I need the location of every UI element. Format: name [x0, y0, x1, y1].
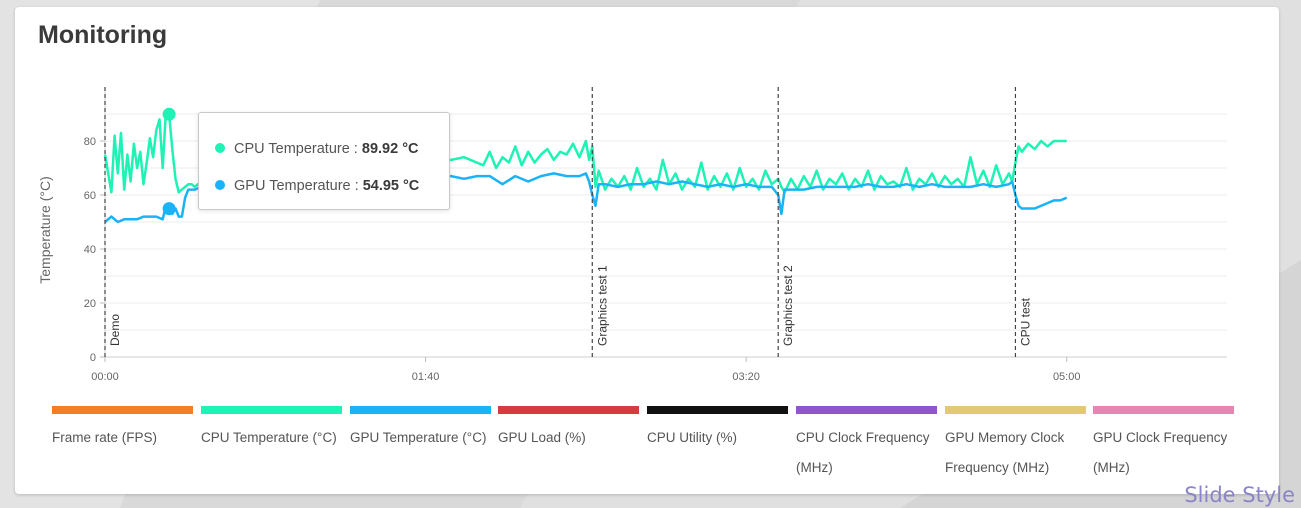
y-axis-label: Temperature (°C) — [37, 176, 53, 284]
legend-item-cpu-clock[interactable]: CPU Clock Frequency (MHz) — [796, 406, 937, 483]
temperature-chart[interactable]: 0 20 40 60 80 00:00 01:40 03:20 05:00 Temperature… — [15, 7, 1279, 397]
legend-item-gpu-load[interactable]: GPU Load (%) — [498, 406, 639, 453]
tooltip-value: 89.92 °C — [361, 141, 419, 157]
chart-tooltip: CPU Temperature : 89.92 °C GPU Temperatu… — [198, 112, 450, 210]
x-tick-label: 03:20 — [732, 371, 760, 383]
legend-label: GPU Clock Frequency (MHz) — [1093, 430, 1228, 475]
x-tick-label: 01:40 — [412, 371, 440, 383]
card-title: Monitoring — [38, 21, 168, 49]
test-marker-label: Graphics test 2 — [781, 265, 795, 346]
legend-item-gpu-temperature[interactable]: GPU Temperature (°C) — [350, 406, 491, 453]
legend-label: Frame rate (FPS) — [52, 430, 158, 445]
gpu-dot-icon — [215, 180, 225, 190]
legend-item-frame-rate[interactable]: Frame rate (FPS) — [52, 406, 193, 453]
legend-swatch — [796, 406, 937, 414]
legend-swatch — [350, 406, 491, 414]
tooltip-row-gpu: GPU Temperature : 54.95 °C — [215, 178, 419, 194]
legend-swatch — [52, 406, 193, 414]
monitoring-card: Monitoring 0 20 40 60 80 00:00 01:40 03:20 05:00… — [15, 7, 1279, 494]
cpu-dot-icon — [215, 143, 225, 153]
legend-item-cpu-temperature[interactable]: CPU Temperature (°C) — [201, 406, 342, 453]
y-tick-label: 60 — [84, 190, 96, 202]
y-tick-label: 0 — [90, 352, 96, 364]
x-tick-label: 05:00 — [1053, 371, 1081, 383]
test-marker-label: CPU test — [1018, 297, 1032, 346]
tooltip-value: 54.95 °C — [362, 178, 420, 194]
tooltip-label: CPU Temperature : — [234, 141, 358, 157]
legend-item-gpu-memory-clock[interactable]: GPU Memory Clock Frequency (MHz) — [945, 406, 1086, 483]
legend-label: CPU Temperature (°C) — [201, 430, 337, 445]
legend-label: GPU Memory Clock Frequency (MHz) — [945, 430, 1065, 475]
y-tick-label: 40 — [84, 244, 96, 256]
y-tick-label: 80 — [84, 136, 96, 148]
legend-swatch — [201, 406, 342, 414]
legend-swatch — [647, 406, 788, 414]
series-line-cpu-temperature — [103, 110, 1067, 194]
hover-point — [162, 107, 176, 121]
y-tick-label: 20 — [84, 298, 96, 310]
hover-point — [162, 202, 176, 216]
legend-item-cpu-utility[interactable]: CPU Utility (%) — [647, 406, 788, 453]
test-marker-label: Demo — [108, 314, 122, 346]
legend-swatch — [498, 406, 639, 414]
legend-label: CPU Clock Frequency (MHz) — [796, 430, 930, 475]
legend-item-gpu-clock[interactable]: GPU Clock Frequency (MHz) — [1093, 406, 1234, 483]
legend-swatch — [1093, 406, 1234, 414]
legend-swatch — [945, 406, 1086, 414]
legend-label: GPU Load (%) — [498, 430, 586, 445]
legend-label: CPU Utility (%) — [647, 430, 737, 445]
test-marker-label: Graphics test 1 — [595, 265, 609, 346]
watermark: Slide Style — [1184, 483, 1295, 507]
x-tick-label: 00:00 — [91, 371, 119, 383]
legend-label: GPU Temperature (°C) — [350, 430, 487, 445]
tooltip-label: GPU Temperature : — [234, 178, 359, 194]
tooltip-row-cpu: CPU Temperature : 89.92 °C — [215, 141, 418, 157]
chart-legend: Frame rate (FPS) CPU Temperature (°C) GP… — [52, 406, 1242, 486]
